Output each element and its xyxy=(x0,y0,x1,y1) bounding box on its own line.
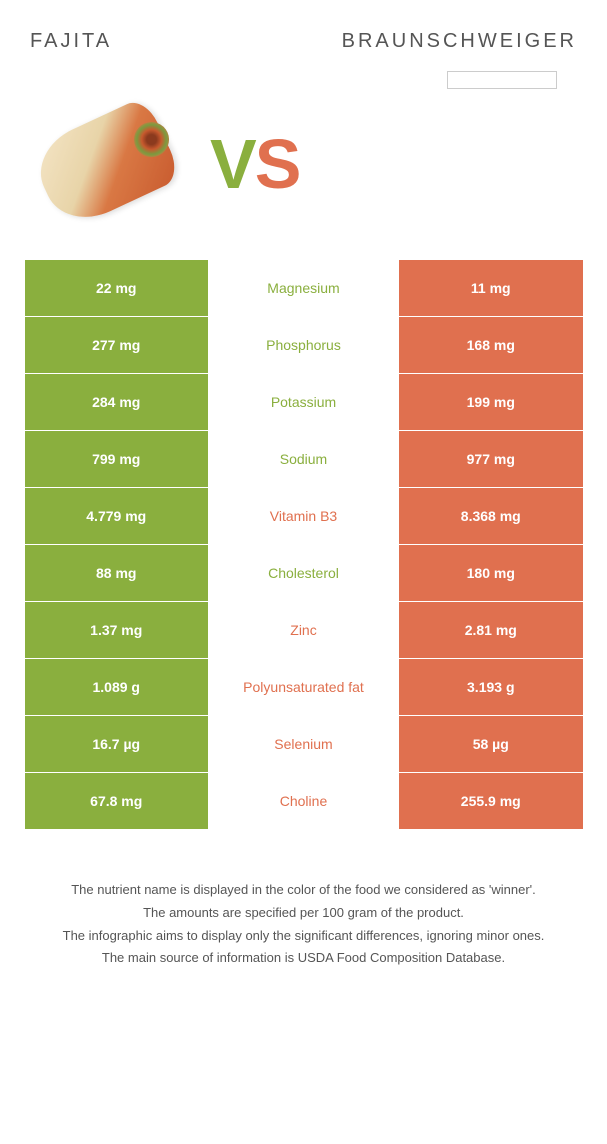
placeholder-box xyxy=(447,71,557,89)
cell-left: 67.8 mg xyxy=(24,773,208,830)
cell-right: 8.368 mg xyxy=(399,488,583,545)
header: Fajita Braunschweiger xyxy=(0,0,607,63)
cell-left: 22 mg xyxy=(24,260,208,317)
fajita-image xyxy=(30,109,180,219)
cell-nutrient: Vitamin B3 xyxy=(208,488,398,545)
cell-right: 255.9 mg xyxy=(399,773,583,830)
cell-nutrient: Polyunsaturated fat xyxy=(208,659,398,716)
vs-label: VS xyxy=(210,124,299,204)
footer-notes: The nutrient name is displayed in the co… xyxy=(0,860,607,1011)
cell-right: 180 mg xyxy=(399,545,583,602)
cell-left: 1.089 g xyxy=(24,659,208,716)
table-row: 4.779 mgVitamin B38.368 mg xyxy=(24,488,583,545)
title-right: Braunschweiger xyxy=(342,30,577,53)
vs-v: V xyxy=(210,125,255,203)
cell-right: 168 mg xyxy=(399,317,583,374)
cell-nutrient: Selenium xyxy=(208,716,398,773)
title-left: Fajita xyxy=(30,30,112,53)
cell-nutrient: Magnesium xyxy=(208,260,398,317)
table-row: 284 mgPotassium199 mg xyxy=(24,374,583,431)
cell-left: 4.779 mg xyxy=(24,488,208,545)
table-row: 799 mgSodium977 mg xyxy=(24,431,583,488)
table-row: 88 mgCholesterol180 mg xyxy=(24,545,583,602)
cell-nutrient: Zinc xyxy=(208,602,398,659)
footer-line-4: The main source of information is USDA F… xyxy=(30,948,577,969)
table-row: 16.7 µgSelenium58 µg xyxy=(24,716,583,773)
cell-nutrient: Cholesterol xyxy=(208,545,398,602)
cell-right: 11 mg xyxy=(399,260,583,317)
cell-right: 58 µg xyxy=(399,716,583,773)
cell-left: 799 mg xyxy=(24,431,208,488)
cell-right: 3.193 g xyxy=(399,659,583,716)
cell-right: 199 mg xyxy=(399,374,583,431)
cell-nutrient: Potassium xyxy=(208,374,398,431)
cell-right: 2.81 mg xyxy=(399,602,583,659)
cell-nutrient: Sodium xyxy=(208,431,398,488)
footer-line-3: The infographic aims to display only the… xyxy=(30,926,577,947)
cell-right: 977 mg xyxy=(399,431,583,488)
table-row: 22 mgMagnesium11 mg xyxy=(24,260,583,317)
cell-left: 88 mg xyxy=(24,545,208,602)
cell-nutrient: Choline xyxy=(208,773,398,830)
table-row: 1.37 mgZinc2.81 mg xyxy=(24,602,583,659)
footer-line-1: The nutrient name is displayed in the co… xyxy=(30,880,577,901)
vs-s: S xyxy=(255,125,300,203)
nutrient-table: 22 mgMagnesium11 mg277 mgPhosphorus168 m… xyxy=(24,259,584,830)
table-row: 1.089 gPolyunsaturated fat3.193 g xyxy=(24,659,583,716)
cell-nutrient: Phosphorus xyxy=(208,317,398,374)
cell-left: 277 mg xyxy=(24,317,208,374)
table-row: 67.8 mgCholine255.9 mg xyxy=(24,773,583,830)
hero-section: VS xyxy=(0,89,607,259)
table-row: 277 mgPhosphorus168 mg xyxy=(24,317,583,374)
cell-left: 16.7 µg xyxy=(24,716,208,773)
footer-line-2: The amounts are specified per 100 gram o… xyxy=(30,903,577,924)
cell-left: 1.37 mg xyxy=(24,602,208,659)
cell-left: 284 mg xyxy=(24,374,208,431)
